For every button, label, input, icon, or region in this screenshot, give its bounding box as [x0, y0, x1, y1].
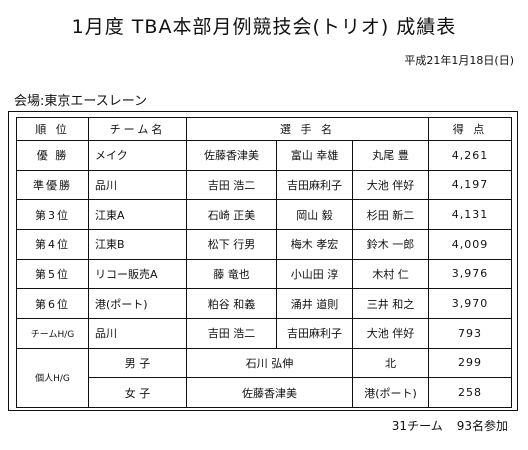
player-cell: 藤 竜也	[186, 258, 277, 290]
player-cell: 岡山 毅	[276, 199, 353, 230]
table-row: 第4位 江東B 松下 行男 梅木 孝宏 鈴木 一郎 4,009	[16, 228, 513, 260]
rank-cell: 第6位	[16, 288, 89, 319]
player-cell: 吉田麻利子	[276, 169, 353, 201]
individual-label: 個人H/G	[16, 347, 89, 409]
gender-cell: 男 子	[88, 347, 187, 379]
participant-count: 93名参加	[456, 419, 508, 433]
score-cell: 3,976	[428, 258, 513, 290]
individual-team-cell: 北	[351, 347, 430, 379]
player-cell: 大池 伴好	[351, 317, 430, 349]
player-cell: 涌井 道則	[276, 288, 353, 319]
score-cell: 4,009	[428, 228, 513, 260]
rank-cell: チームH/G	[16, 317, 89, 349]
player-cell: 粕谷 和義	[186, 288, 277, 319]
table-row: 準優勝 品川 吉田 浩二 吉田麻利子 大池 伴好 4,197	[16, 169, 513, 201]
score-cell: 258	[428, 377, 513, 408]
header-score: 得 点	[428, 117, 513, 141]
table-row: 第6位 港(ポート) 粕谷 和義 涌井 道則 三井 和之 3,970	[16, 288, 513, 319]
table-row: 第5位 リコー販売A 藤 竜也 小山田 淳 木村 仁 3,976	[16, 258, 513, 290]
player-cell: 三井 和之	[351, 288, 430, 319]
team-cell: 江東A	[88, 199, 187, 230]
team-count: 31チーム	[391, 419, 443, 433]
team-cell: リコー販売A	[88, 258, 187, 290]
score-cell: 793	[428, 317, 513, 349]
header-row: 順 位 チーム名 選 手 名 得 点	[16, 117, 513, 141]
rank-cell: 第3位	[16, 199, 89, 230]
individual-row: 個人H/G 男 子 石川 弘伸 北 299	[16, 347, 513, 409]
individual-name-cell: 石川 弘伸	[186, 347, 353, 379]
venue: 会場:東京エースレーン	[14, 94, 148, 109]
player-cell: 石崎 正美	[186, 199, 277, 230]
player-cell: 鈴木 一郎	[351, 228, 430, 260]
team-cell: 江東B	[88, 228, 187, 260]
results-table: 順 位 チーム名 選 手 名 得 点 優 勝 メイク 佐藤香津美 富山 幸雄 丸…	[16, 117, 513, 409]
player-cell: 富山 幸雄	[276, 140, 353, 171]
event-date: 平成21年1月18日(日)	[404, 54, 514, 67]
rank-cell: 準優勝	[16, 169, 89, 201]
team-cell: 品川	[88, 317, 187, 349]
player-cell: 杉田 新二	[351, 199, 430, 230]
table-row: チームH/G 品川 吉田 浩二 吉田麻利子 大池 伴好 793	[16, 317, 513, 349]
player-cell: 吉田 浩二	[186, 169, 277, 201]
header-team: チーム名	[88, 117, 187, 141]
player-cell: 小山田 淳	[276, 258, 353, 290]
results-frame	[8, 111, 518, 411]
player-cell: 松下 行男	[186, 228, 277, 260]
score-cell: 4,131	[428, 199, 513, 230]
header-players: 選 手 名	[185, 117, 430, 141]
score-cell: 4,197	[428, 169, 513, 201]
player-cell: 佐藤香津美	[186, 140, 277, 171]
rank-cell: 第4位	[16, 228, 89, 260]
player-cell: 木村 仁	[351, 258, 430, 290]
individual-row: 女 子 佐藤香津美 港(ポート) 258	[17, 377, 513, 408]
gender-cell: 女 子	[88, 377, 187, 408]
page-title: 1月度 TBA本部月例競技会(トリオ) 成績表	[71, 16, 457, 38]
player-cell: 梅木 孝宏	[276, 228, 353, 260]
individual-name-cell: 佐藤香津美	[186, 377, 353, 408]
player-cell: 吉田 浩二	[186, 317, 277, 349]
table-row: 優 勝 メイク 佐藤香津美 富山 幸雄 丸尾 豊 4,261	[16, 140, 513, 171]
table-row: 第3位 江東A 石崎 正美 岡山 毅 杉田 新二 4,131	[16, 199, 513, 230]
team-cell: メイク	[88, 140, 187, 171]
rank-cell: 第5位	[16, 258, 89, 290]
rank-cell: 優 勝	[16, 140, 89, 171]
score-cell: 4,261	[428, 140, 513, 171]
team-cell: 港(ポート)	[88, 288, 187, 319]
team-cell: 品川	[88, 169, 187, 201]
score-cell: 299	[428, 347, 513, 379]
participation-summary: 31チーム 93名参加	[392, 417, 508, 434]
player-cell: 丸尾 豊	[351, 140, 430, 171]
score-cell: 3,970	[428, 288, 513, 319]
player-cell: 大池 伴好	[351, 169, 430, 201]
header-rank: 順 位	[16, 117, 89, 141]
player-cell: 吉田麻利子	[276, 317, 353, 349]
individual-team-cell: 港(ポート)	[351, 377, 430, 408]
